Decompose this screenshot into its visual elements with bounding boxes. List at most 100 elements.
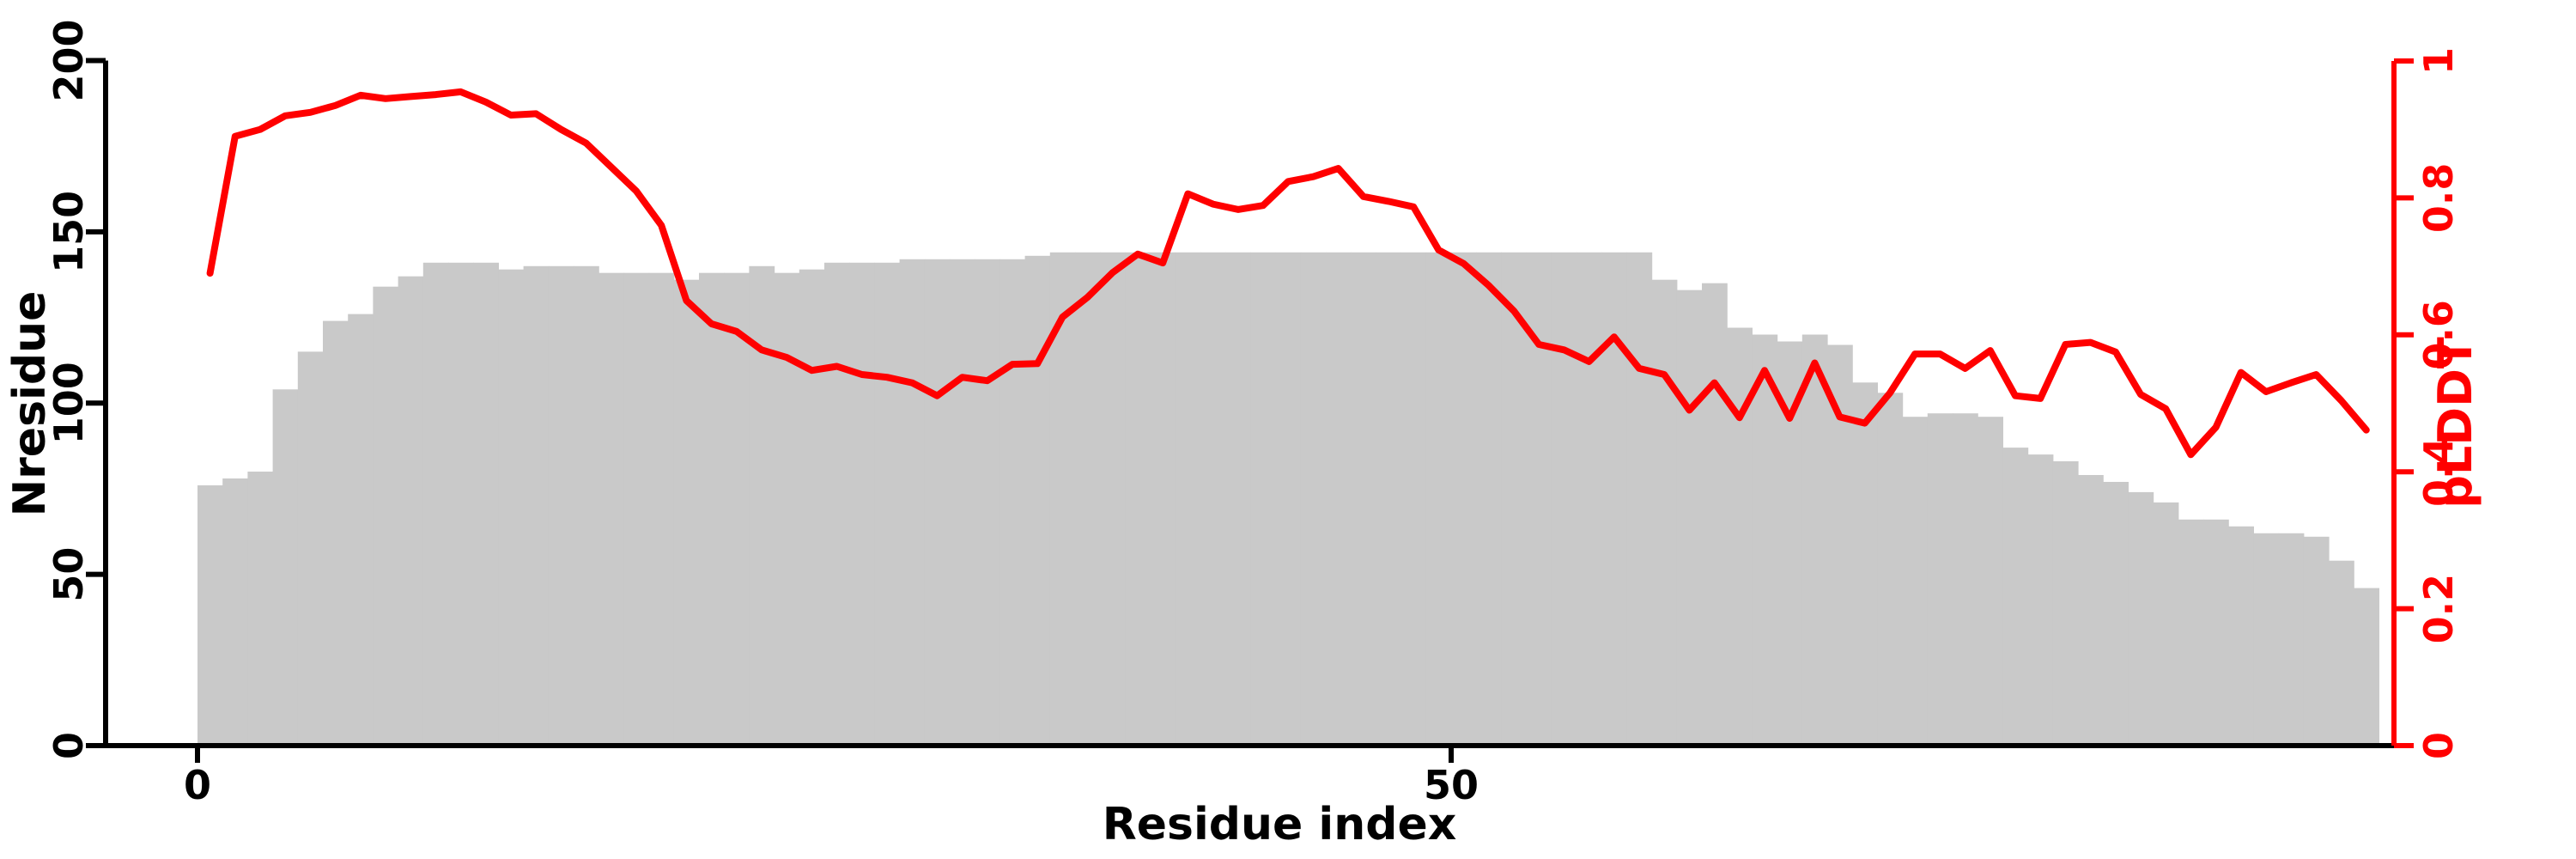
bar: [574, 265, 599, 746]
left-tick-label: 150: [46, 191, 92, 273]
bar: [1100, 252, 1126, 746]
bar: [799, 269, 825, 746]
bar: [1425, 252, 1452, 746]
x-tick-label: 50: [1424, 762, 1479, 808]
left-axis-title: Nresidue: [4, 291, 56, 517]
bar: [2253, 533, 2280, 746]
bars-layer: [197, 252, 2379, 746]
bar: [899, 259, 926, 746]
bar: [1024, 255, 1051, 746]
bar: [473, 262, 499, 746]
bar: [323, 320, 349, 746]
bar: [1626, 252, 1653, 746]
x-axis-title: Residue index: [1103, 799, 1457, 850]
bar: [1676, 289, 1703, 746]
bar: [2128, 491, 2154, 746]
bar: [1300, 252, 1327, 746]
bar: [1601, 252, 1627, 746]
bar: [1953, 413, 1978, 746]
bar: [975, 259, 1000, 746]
bar: [448, 262, 474, 746]
bar: [1326, 252, 1352, 746]
bar: [1150, 252, 1176, 746]
bar: [1651, 279, 1678, 746]
bar: [222, 478, 248, 746]
bar: [824, 262, 850, 746]
bar: [1551, 252, 1577, 746]
left-tick-label: 200: [46, 19, 92, 101]
bar: [2303, 536, 2330, 746]
bar: [2027, 454, 2054, 746]
bar: [623, 272, 650, 746]
bar: [1501, 252, 1528, 746]
bar: [1852, 382, 1878, 746]
bar: [1476, 252, 1502, 746]
right-tick-label: 1: [2415, 47, 2462, 75]
bar: [2278, 533, 2305, 746]
bar: [1978, 417, 2003, 746]
bar: [523, 265, 550, 746]
bar: [1225, 252, 1251, 746]
bar: [197, 485, 223, 746]
bar: [2052, 461, 2079, 746]
bar: [1200, 252, 1226, 746]
bar: [297, 351, 324, 746]
right-tick-label: 0.2: [2415, 574, 2462, 644]
bar: [2002, 448, 2029, 746]
bar: [1275, 252, 1302, 746]
bar: [373, 286, 399, 746]
bar: [1577, 252, 1602, 746]
bar: [849, 262, 875, 746]
bar: [1175, 252, 1201, 746]
bar: [1376, 252, 1402, 746]
bar: [398, 276, 424, 746]
bar: [2228, 526, 2254, 746]
right-axis-title: pLDDT: [2428, 337, 2482, 509]
bar: [2329, 560, 2354, 746]
bar: [2354, 588, 2379, 746]
bar: [1125, 252, 1151, 746]
bar: [999, 259, 1026, 746]
right-tick-label: 0: [2415, 732, 2462, 759]
bar: [348, 314, 374, 746]
bar: [724, 272, 750, 746]
bar: [247, 472, 274, 746]
bar: [498, 269, 525, 746]
bar: [422, 262, 449, 746]
x-tick-label: 0: [184, 762, 211, 808]
bar: [548, 265, 574, 746]
bar: [2178, 519, 2204, 746]
right-tick-label: 0.8: [2415, 163, 2462, 234]
bar: [2103, 482, 2129, 746]
bar: [1752, 334, 1778, 746]
bar: [699, 272, 725, 746]
bar: [1526, 252, 1552, 746]
bar: [2203, 519, 2229, 746]
left-tick-label: 100: [46, 362, 92, 444]
bar: [1877, 393, 1904, 746]
bar: [2078, 475, 2104, 746]
bar: [924, 259, 951, 746]
bar: [1902, 417, 1929, 746]
bar: [1351, 252, 1376, 746]
bar: [1727, 327, 1753, 746]
bar: [950, 259, 975, 746]
bar: [673, 279, 700, 746]
bar: [598, 272, 624, 746]
left-tick-label: 50: [46, 547, 92, 602]
bar: [774, 272, 800, 746]
bar: [272, 389, 299, 746]
bar: [1927, 413, 1953, 746]
right-tick-label: 0.4: [2415, 436, 2462, 507]
bar: [874, 262, 901, 746]
left-tick-label: 0: [46, 732, 92, 759]
right-tick-label: 0.6: [2415, 300, 2462, 370]
bar: [1702, 283, 1728, 746]
bar: [1075, 252, 1101, 746]
plddt-line: [206, 88, 2370, 459]
axes-layer: 0 50 100 150 200 0 50 0 0.2 0.4 0.6 0.8 1: [46, 19, 2462, 808]
bar: [749, 265, 775, 746]
bar: [1801, 334, 1828, 746]
